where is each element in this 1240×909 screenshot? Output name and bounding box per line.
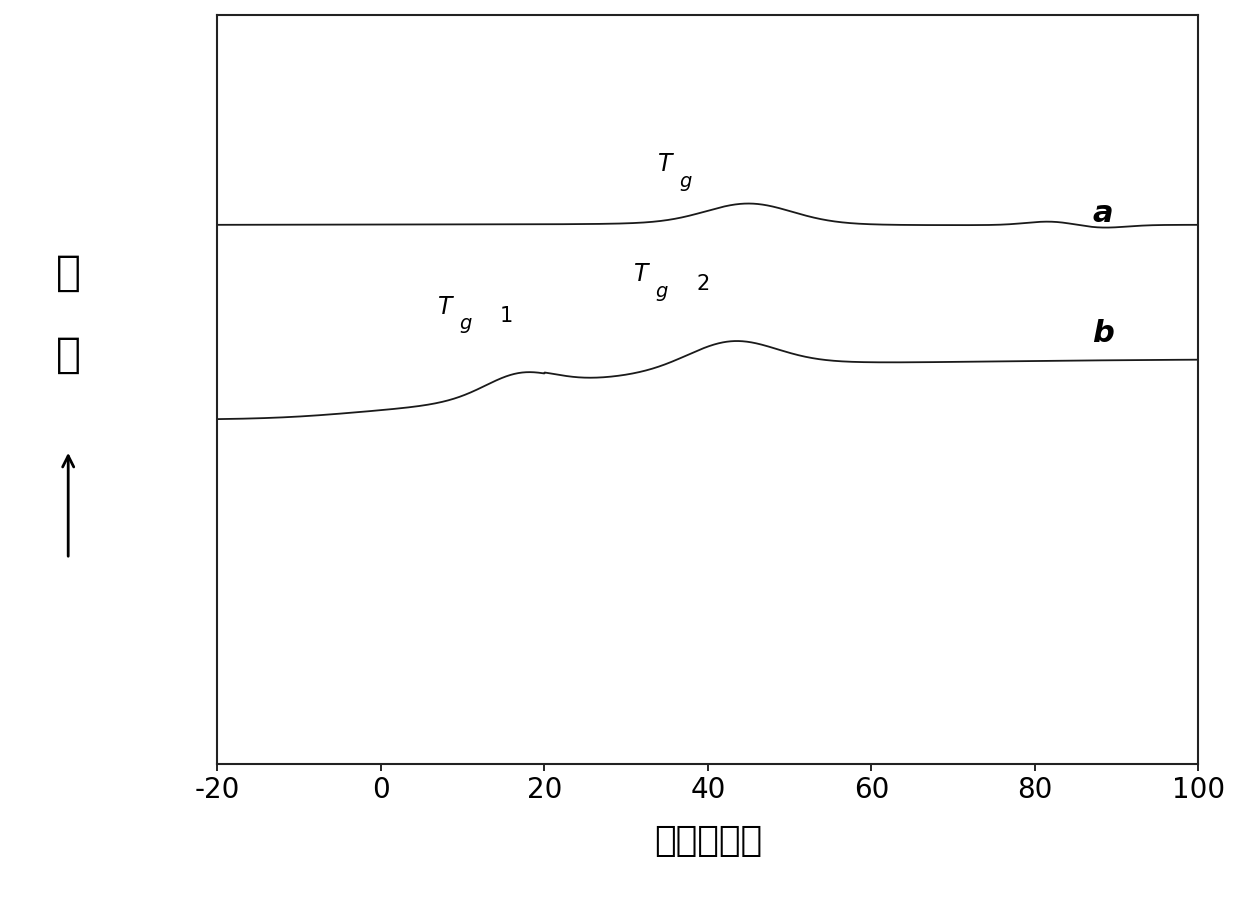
Text: 吸: 吸 xyxy=(56,252,81,294)
Text: $2$: $2$ xyxy=(696,274,709,294)
Text: $1$: $1$ xyxy=(500,306,513,326)
Text: $\mathit{T}$: $\mathit{T}$ xyxy=(657,152,676,176)
Text: $\mathit{g}$: $\mathit{g}$ xyxy=(680,174,693,193)
Text: 热: 热 xyxy=(56,334,81,375)
Text: a: a xyxy=(1092,199,1112,228)
Text: $\mathit{g}$: $\mathit{g}$ xyxy=(655,284,668,303)
Text: $\mathit{T}$: $\mathit{T}$ xyxy=(436,295,455,318)
Text: $\mathit{T}$: $\mathit{T}$ xyxy=(632,263,651,286)
X-axis label: 温度（度）: 温度（度） xyxy=(653,824,763,857)
Text: $\mathit{g}$: $\mathit{g}$ xyxy=(459,316,472,335)
Text: b: b xyxy=(1092,319,1114,348)
